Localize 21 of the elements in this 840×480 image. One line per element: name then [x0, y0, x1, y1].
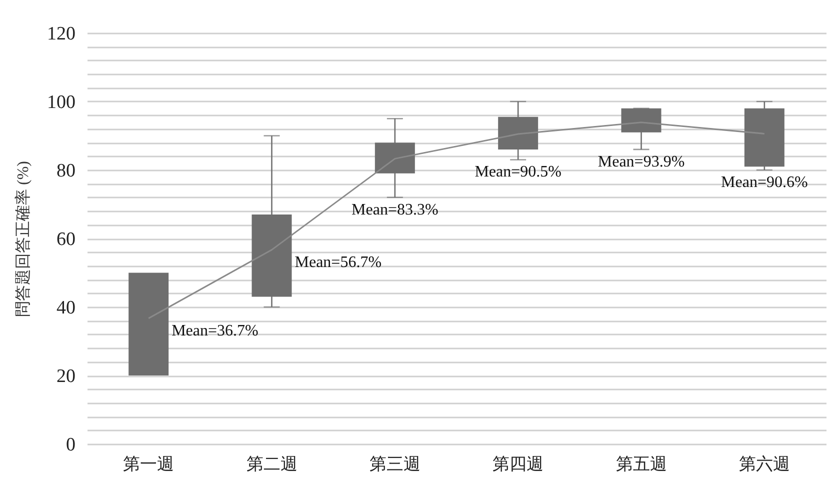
y-tick-label: 120 — [47, 24, 76, 44]
data-label: Mean=90.5% — [474, 164, 562, 181]
data-label: Mean=56.7% — [294, 254, 382, 271]
y-tick-label: 40 — [56, 298, 76, 318]
x-tick-label: 第一週 — [123, 454, 174, 474]
data-label: Mean=36.7% — [172, 322, 258, 340]
y-tick-label: 80 — [56, 160, 76, 182]
bar — [128, 272, 169, 376]
y-tick-label: 100 — [47, 92, 76, 113]
x-tick-label: 第二週 — [246, 454, 298, 474]
x-tick-label: 第三週 — [369, 454, 420, 474]
x-tick-label: 第五週 — [616, 454, 667, 474]
data-label: Mean=93.9% — [598, 153, 685, 170]
x-tick-label: 第六週 — [738, 454, 790, 474]
y-axis-title: 問答題回答正確率 (%) — [14, 161, 32, 317]
data-label: Mean=83.3% — [352, 201, 438, 218]
data-label: Mean=90.6% — [721, 174, 808, 191]
x-tick-label: 第四週 — [492, 454, 544, 474]
y-tick-label: 0 — [66, 434, 76, 456]
y-tick-label: 20 — [56, 366, 76, 387]
y-tick-label: 60 — [56, 229, 76, 250]
